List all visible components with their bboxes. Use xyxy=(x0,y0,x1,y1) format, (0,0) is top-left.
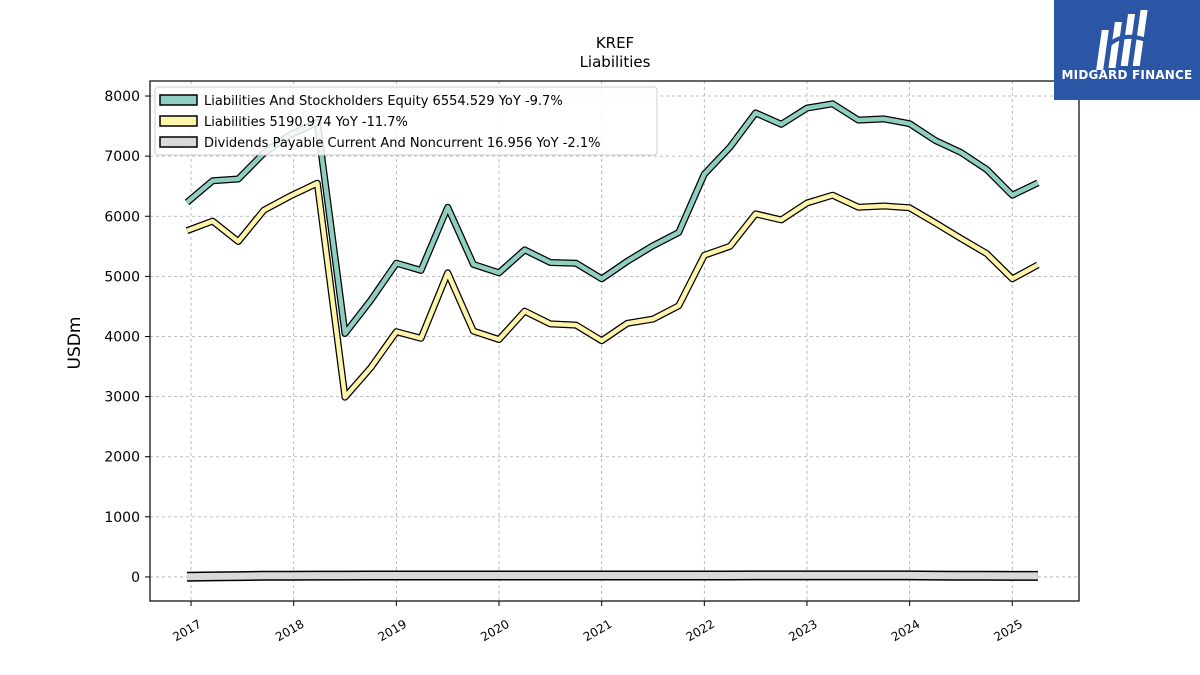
legend-entry: Dividends Payable Current And Noncurrent… xyxy=(204,136,600,151)
y-tick-label: 4000 xyxy=(104,329,140,345)
chart-subtitle: Liabilities xyxy=(580,53,651,71)
brand-mark-icon xyxy=(1096,10,1148,70)
x-tick-label: 2025 xyxy=(992,617,1025,644)
y-tick-label: 2000 xyxy=(104,450,140,466)
grid-lines xyxy=(150,81,1079,601)
chart-title: KREF xyxy=(596,34,634,52)
x-tick-label: 2021 xyxy=(581,617,614,644)
legend-swatch xyxy=(159,115,198,127)
x-tick-label: 2023 xyxy=(786,617,819,644)
series-3 xyxy=(186,570,1038,582)
y-tick-label: 6000 xyxy=(104,209,140,225)
y-tick-label: 3000 xyxy=(104,390,140,406)
y-axis-label: USDm xyxy=(65,317,85,370)
x-tick-label: 2020 xyxy=(478,617,511,644)
legend-swatch xyxy=(159,94,198,106)
series-layer xyxy=(184,100,1040,582)
legend: Liabilities And Stockholders Equity 6554… xyxy=(154,86,658,156)
legend-box xyxy=(154,86,658,156)
x-tick-label: 2018 xyxy=(273,617,306,644)
legend-swatch xyxy=(159,136,198,148)
series-outline xyxy=(185,179,1040,401)
series-line xyxy=(185,101,1039,336)
x-tick-label: 2017 xyxy=(170,617,203,644)
series-line xyxy=(186,571,1038,581)
series-2 xyxy=(185,179,1040,401)
y-tick-label: 5000 xyxy=(104,269,140,285)
legend-entry: Liabilities 5190.974 YoY -11.7% xyxy=(204,115,408,130)
y-tick-label: 8000 xyxy=(104,89,140,105)
plot-frame xyxy=(149,80,1080,602)
brand-name: MIDGARD FINANCE xyxy=(1061,68,1193,82)
y-tick-label: 7000 xyxy=(104,149,140,165)
x-tick-label: 2022 xyxy=(684,617,717,644)
y-tick-label: 1000 xyxy=(104,510,140,526)
x-tick-label: 2024 xyxy=(889,617,922,644)
series-line xyxy=(186,180,1039,400)
y-tick-label: 0 xyxy=(131,570,140,586)
legend-entry: Liabilities And Stockholders Equity 6554… xyxy=(204,94,563,109)
brand-logo: MIDGARD FINANCE xyxy=(1054,0,1200,100)
x-tick-label: 2019 xyxy=(376,617,409,644)
